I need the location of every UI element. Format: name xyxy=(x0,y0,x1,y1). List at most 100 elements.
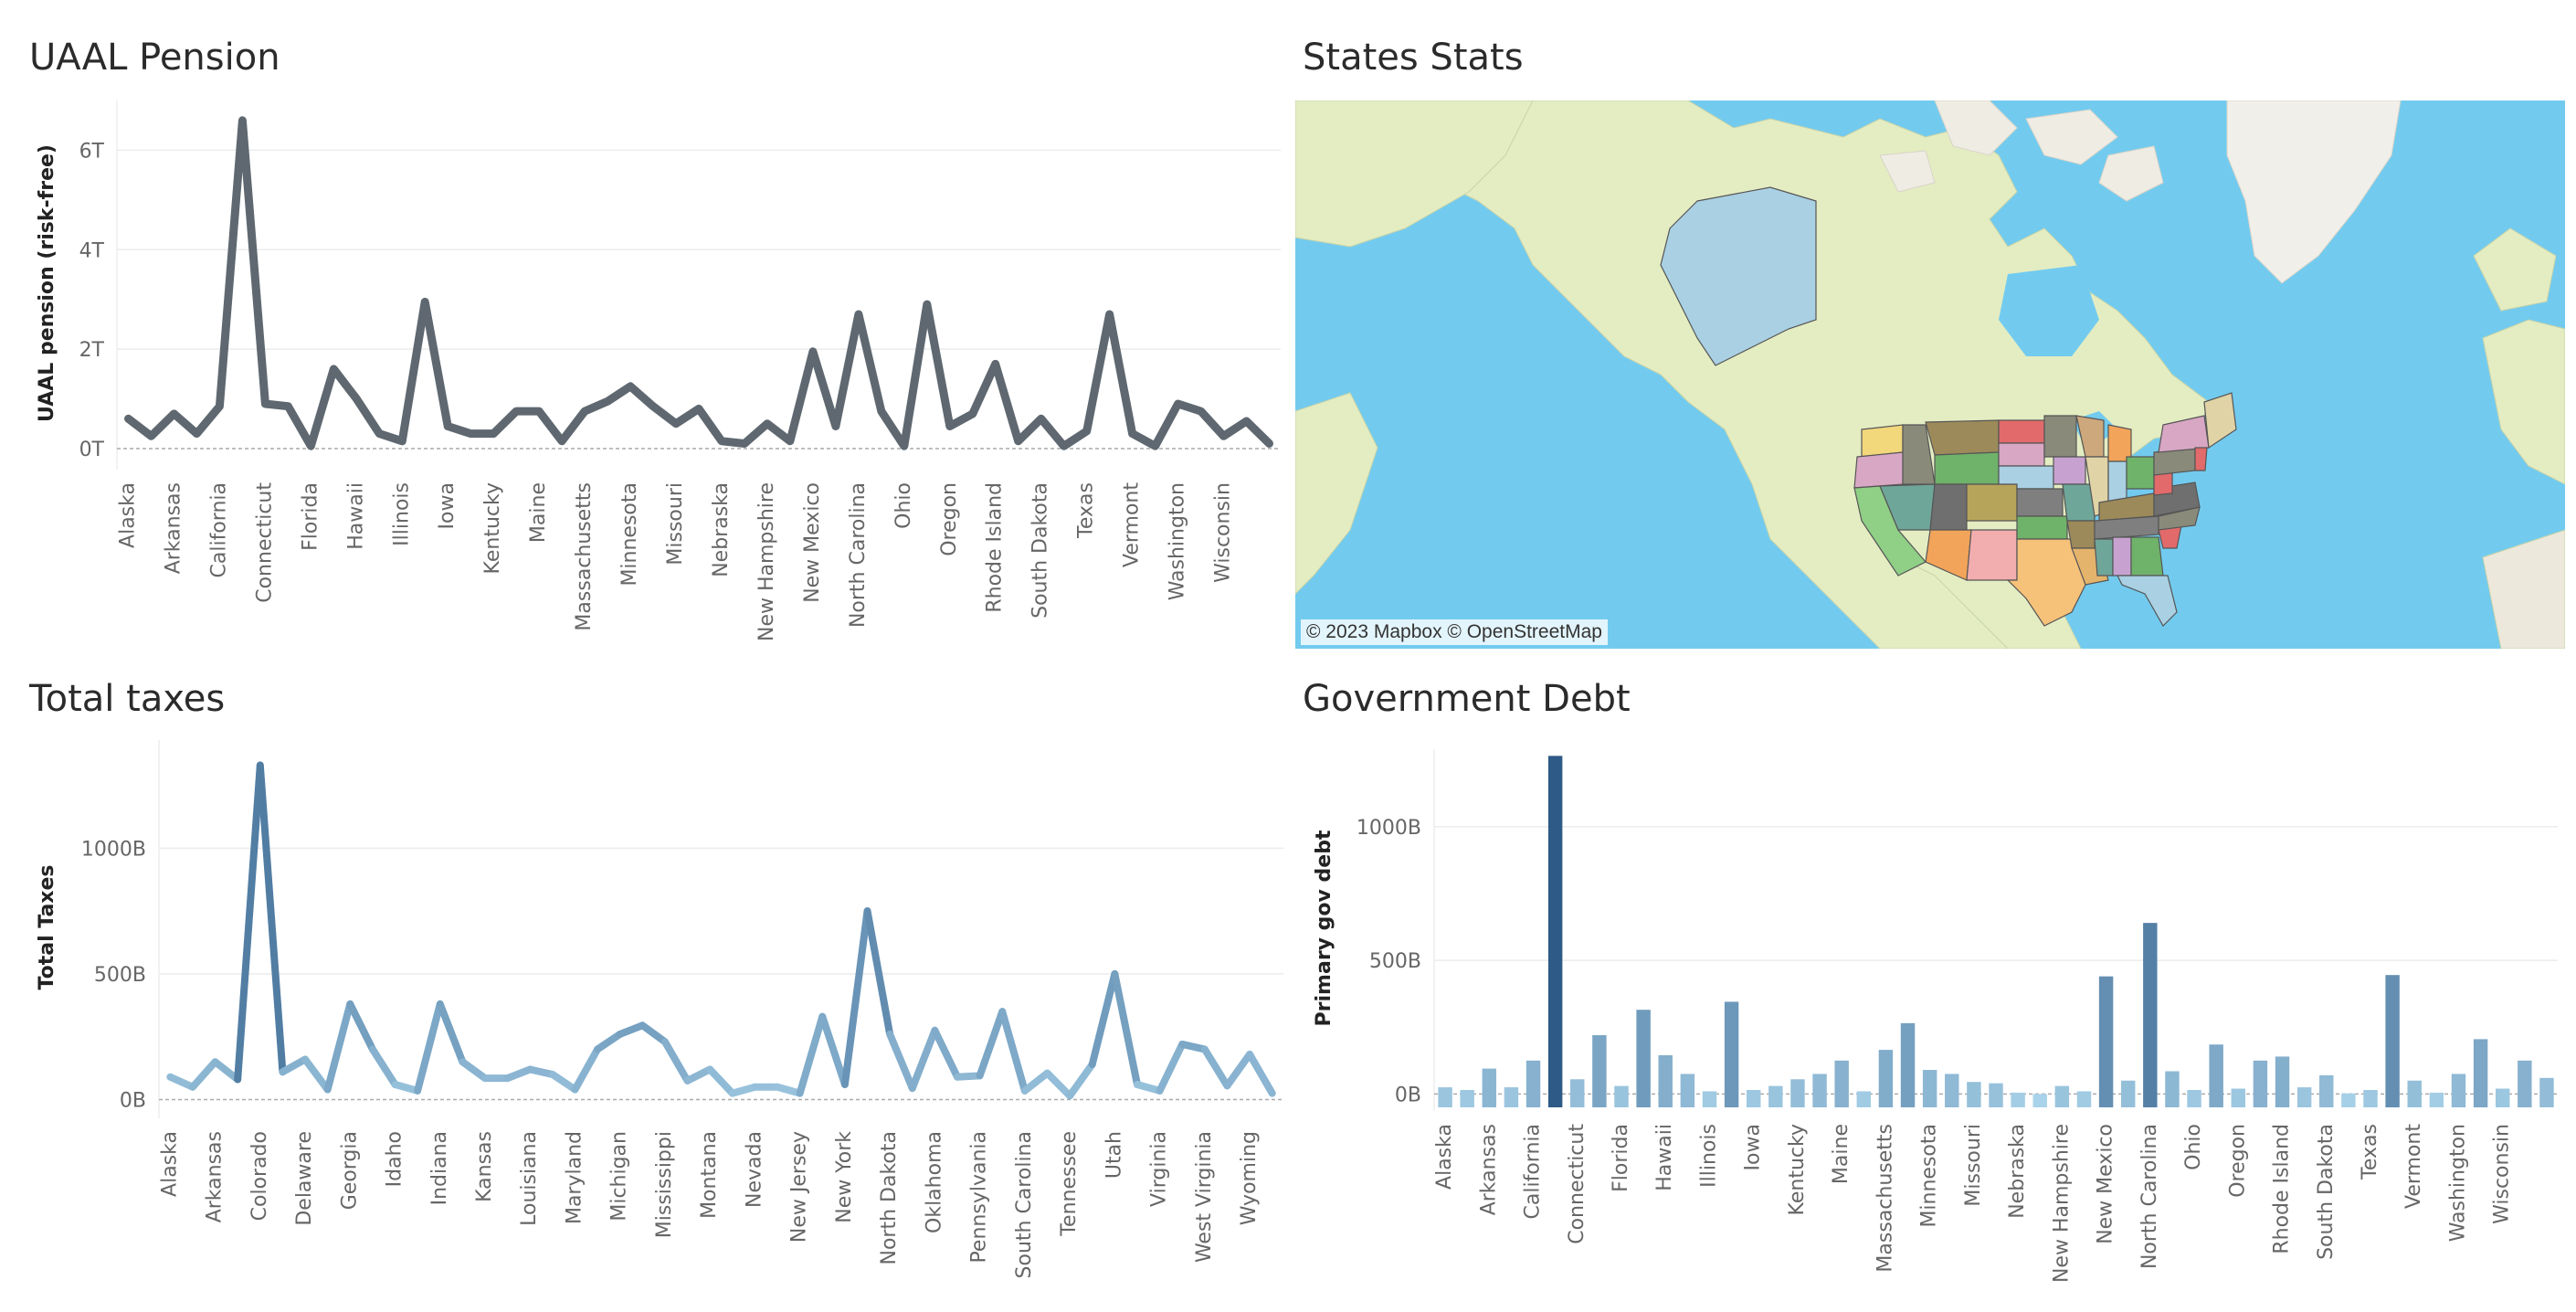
data-point xyxy=(1040,418,1042,419)
bar xyxy=(1460,1089,1474,1107)
data-point xyxy=(1024,1090,1026,1092)
line-segment xyxy=(391,1080,422,1095)
line-segment xyxy=(908,1026,939,1093)
state-indiana xyxy=(2107,460,2127,503)
bar xyxy=(1614,1085,1629,1107)
bar xyxy=(2011,1092,2025,1107)
x-tick-label: Maine xyxy=(1830,1124,1853,1184)
data-point xyxy=(484,1077,486,1079)
data-point xyxy=(349,1003,351,1005)
x-tick-label: North Carolina xyxy=(2138,1124,2161,1269)
state-new-england xyxy=(2203,392,2237,450)
hudson-bay xyxy=(1999,265,2099,356)
x-tick-label: Arkansas xyxy=(162,482,185,574)
data-point xyxy=(652,406,654,407)
bar xyxy=(1438,1087,1452,1107)
data-point xyxy=(507,1077,509,1079)
line-segment xyxy=(503,1065,534,1083)
state-oklahoma xyxy=(2016,515,2068,540)
us-states xyxy=(1853,392,2237,627)
data-point xyxy=(607,400,608,402)
line-segment xyxy=(1223,1050,1254,1090)
data-point xyxy=(515,410,517,412)
x-tick-label: Mississippi xyxy=(653,1131,676,1238)
data-point xyxy=(1018,440,1019,442)
data-point xyxy=(1109,313,1111,315)
line-segment xyxy=(234,761,264,1084)
data-point xyxy=(1092,1063,1093,1065)
y-tick-label: 0T xyxy=(79,439,105,461)
x-tick-label: Nevada xyxy=(743,1131,765,1208)
x-tick-label: Connecticut xyxy=(253,482,276,603)
data-point xyxy=(1177,403,1179,405)
state-north-dakota xyxy=(1998,419,2045,444)
x-tick-label: Idaho xyxy=(384,1131,406,1187)
y-tick-label: 1000B xyxy=(81,838,146,861)
x-tick-label: Nebraska xyxy=(2006,1124,2029,1219)
x-tick-label: Illinois xyxy=(1697,1124,1720,1188)
state-alabama xyxy=(2112,536,2132,577)
series-line xyxy=(124,116,1273,450)
siberia-bottom xyxy=(1295,392,1378,595)
data-point xyxy=(287,406,289,407)
data-point xyxy=(754,1086,755,1088)
x-tick-label: Rhode Island xyxy=(984,482,1007,613)
state-iowa xyxy=(2053,456,2086,485)
data-point xyxy=(1155,445,1156,447)
x-tick-label: Ohio xyxy=(892,482,915,529)
line-segment xyxy=(774,1083,804,1097)
data-point xyxy=(619,1033,621,1035)
x-tick-label: Louisiana xyxy=(518,1131,541,1226)
bar xyxy=(1989,1083,2003,1107)
x-tick-label: Illinois xyxy=(390,482,413,546)
data-point xyxy=(1069,1095,1071,1096)
state-michigan xyxy=(2107,424,2132,462)
x-tick-label: Ohio xyxy=(2182,1124,2205,1170)
data-point xyxy=(1204,1048,1206,1050)
data-point xyxy=(972,413,974,415)
y-tick-label: 6T xyxy=(79,140,105,163)
x-tick-label: New Mexico xyxy=(2095,1124,2117,1244)
data-point xyxy=(675,423,677,425)
bar xyxy=(1922,1070,1937,1107)
x-tick-label: North Carolina xyxy=(847,482,870,628)
data-point xyxy=(858,313,860,315)
data-point xyxy=(1246,420,1248,422)
uaal-pension-panel: UAAL Pension 0T 2T 4T 6T UAAL pension (risk-… xyxy=(0,0,1288,649)
bar xyxy=(2275,1056,2290,1107)
data-point xyxy=(799,1093,801,1095)
map-attribution[interactable]: © 2023 Mapbox © OpenStreetMap xyxy=(1301,619,1608,645)
line-segment xyxy=(414,1000,444,1095)
map-canvas[interactable] xyxy=(1295,101,2565,649)
uaal-pension-title: UAAL Pension xyxy=(29,37,280,79)
data-point xyxy=(1223,435,1225,437)
data-point xyxy=(355,398,357,400)
data-point xyxy=(218,406,220,407)
line-segment xyxy=(436,1000,467,1066)
states-map[interactable]: © 2023 Mapbox © OpenStreetMap xyxy=(1295,101,2565,649)
x-tick-label: Wisconsin xyxy=(2491,1124,2514,1224)
x-tick-label: South Dakota xyxy=(2315,1124,2338,1260)
bar xyxy=(2231,1088,2246,1107)
data-point xyxy=(215,1061,216,1063)
total-taxes-title: Total taxes xyxy=(29,678,226,720)
line-segment xyxy=(998,1008,1029,1095)
x-tick-label: Missouri xyxy=(1962,1124,1985,1207)
line-segment xyxy=(639,1021,669,1046)
state-minnesota xyxy=(2043,415,2077,458)
data-point xyxy=(641,1024,643,1026)
bar xyxy=(2451,1074,2466,1107)
bar xyxy=(1658,1054,1673,1107)
bar xyxy=(1702,1091,1717,1107)
bar xyxy=(2253,1060,2268,1107)
data-point xyxy=(629,386,631,387)
data-point xyxy=(1132,433,1134,435)
state-oregon xyxy=(1853,451,1904,489)
data-point xyxy=(574,1088,575,1090)
state-ohio xyxy=(2126,456,2155,490)
data-point xyxy=(926,303,928,305)
uaal-pension-chart: 0T 2T 4T 6T UAAL pension (risk-free) Alaska Ar… xyxy=(36,101,1281,641)
states-stats-title: States Stats xyxy=(1303,37,1524,79)
state-georgia xyxy=(2130,536,2164,577)
data-point xyxy=(867,910,869,912)
